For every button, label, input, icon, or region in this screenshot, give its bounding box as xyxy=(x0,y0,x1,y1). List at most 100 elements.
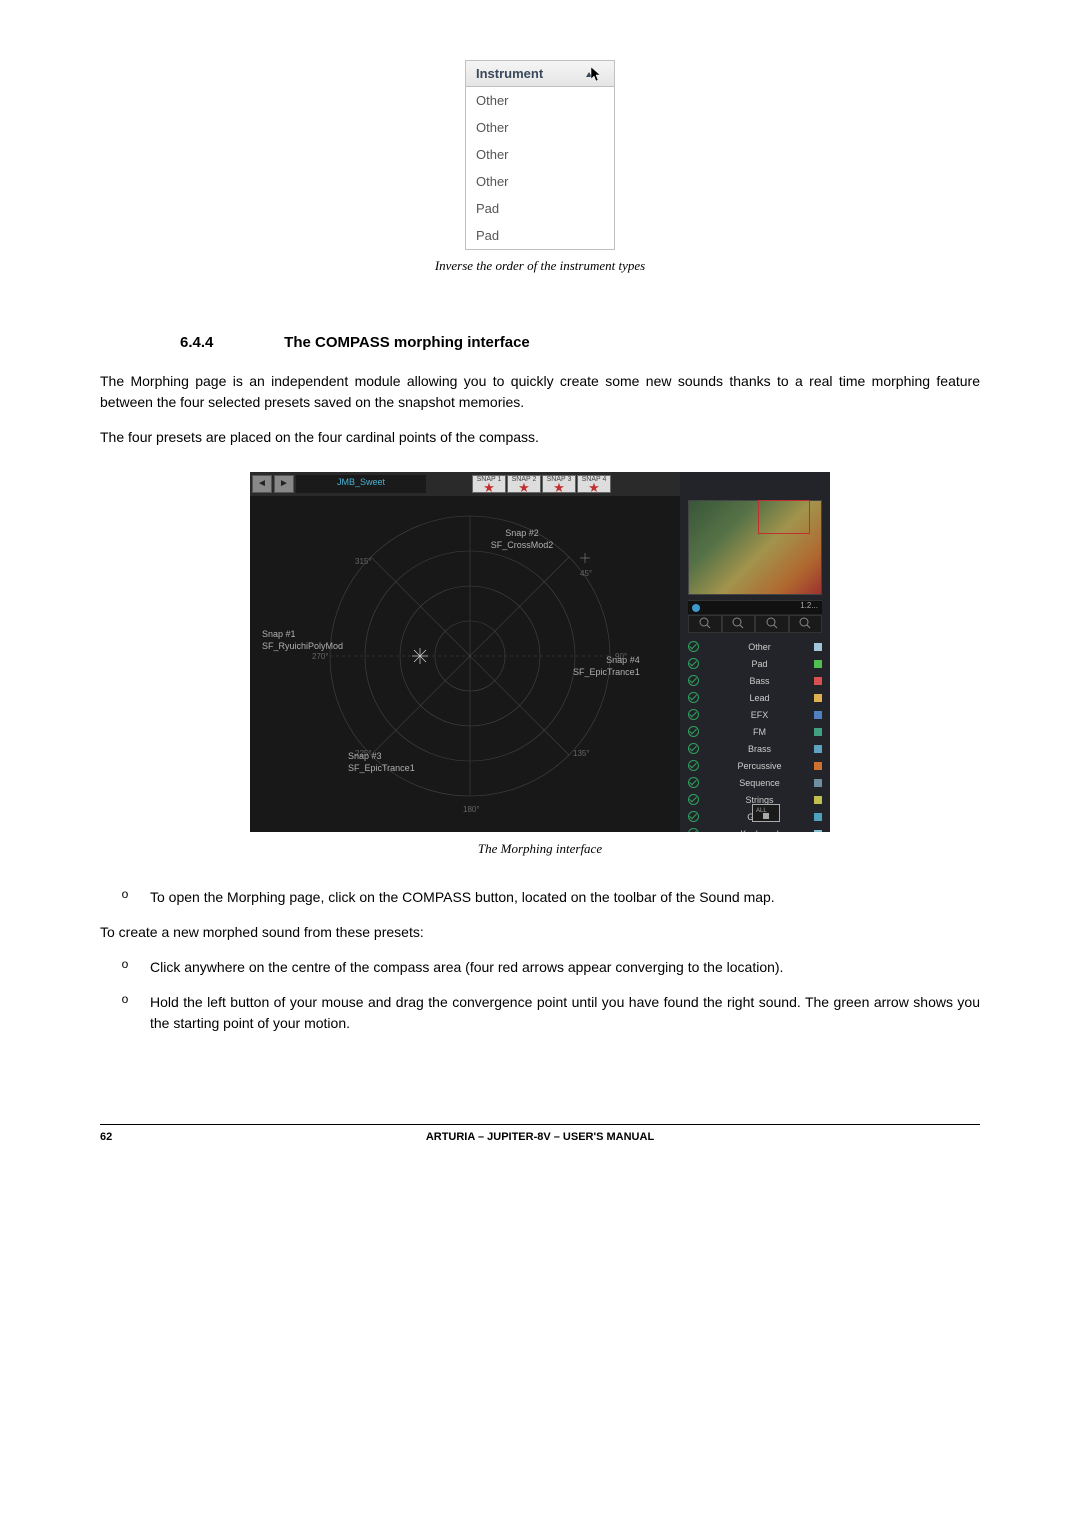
filter-checkbox[interactable] xyxy=(688,777,699,788)
table-row: Other xyxy=(466,114,614,141)
filter-item[interactable]: Brass xyxy=(688,740,822,757)
instrument-figure: Instrument Other Other Other Other Pad P… xyxy=(100,60,980,250)
filter-color-swatch xyxy=(814,711,822,719)
prev-button[interactable]: ◄ xyxy=(252,475,272,493)
bullet-list: o Click anywhere on the centre of the co… xyxy=(100,957,980,1034)
filter-color-swatch xyxy=(814,694,822,702)
filter-color-swatch xyxy=(814,643,822,651)
zoom-3[interactable] xyxy=(755,615,789,633)
filter-checkbox[interactable] xyxy=(688,641,699,652)
morphing-screenshot: 315° 45° 270° 90° 225° 135° 180° Snap #2… xyxy=(250,472,830,832)
filter-item[interactable]: EFX xyxy=(688,706,822,723)
zoom-4[interactable] xyxy=(789,615,823,633)
svg-text:315°: 315° xyxy=(355,557,372,566)
table-row: Other xyxy=(466,168,614,195)
snap4-label: Snap #4SF_EpicTrance1 xyxy=(573,654,640,678)
snap2-label: Snap #2SF_CrossMod2 xyxy=(462,527,582,551)
figure2-caption: The Morphing interface xyxy=(100,841,980,857)
filter-item[interactable]: Lead xyxy=(688,689,822,706)
section-number: 6.4.4 xyxy=(180,334,280,351)
zoom-slider[interactable]: 1.2... xyxy=(688,600,822,614)
filter-checkbox[interactable] xyxy=(688,675,699,686)
zoom-2[interactable] xyxy=(722,615,756,633)
all-button[interactable]: ALL xyxy=(752,804,780,822)
filter-item[interactable]: Sequence xyxy=(688,774,822,791)
table-row: Pad xyxy=(466,222,614,249)
table-row: Other xyxy=(466,87,614,114)
slider-knob[interactable] xyxy=(692,604,700,612)
filter-label: Lead xyxy=(705,693,814,703)
next-button[interactable]: ► xyxy=(274,475,294,493)
instrument-table: Instrument Other Other Other Other Pad P… xyxy=(465,60,615,250)
filter-checkbox[interactable] xyxy=(688,743,699,754)
bullet-mark: o xyxy=(100,887,150,908)
filter-item[interactable]: Keyboard xyxy=(688,825,822,832)
instrument-column-header[interactable]: Instrument xyxy=(466,61,614,87)
snap-tab-2[interactable]: SNAP 2★ xyxy=(507,475,541,493)
filter-label: Pad xyxy=(705,659,814,669)
page-footer: 62 ARTURIA – JUPITER-8V – USER'S MANUAL xyxy=(100,1124,980,1143)
section-title: The COMPASS morphing interface xyxy=(284,334,530,351)
page-number: 62 xyxy=(100,1131,150,1143)
svg-text:135°: 135° xyxy=(573,749,590,758)
filter-item[interactable]: Bass xyxy=(688,672,822,689)
compass-area[interactable]: 315° 45° 270° 90° 225° 135° 180° Snap #2… xyxy=(250,472,680,832)
filter-checkbox[interactable] xyxy=(688,658,699,669)
filter-label: Percussive xyxy=(705,761,814,771)
filter-label: FM xyxy=(705,727,814,737)
morphing-figure: 315° 45° 270° 90° 225° 135° 180° Snap #2… xyxy=(100,472,980,857)
header-label: Instrument xyxy=(476,66,543,81)
paragraph: The Morphing page is an independent modu… xyxy=(100,371,980,413)
filter-checkbox[interactable] xyxy=(688,726,699,737)
filter-checkbox[interactable] xyxy=(688,692,699,703)
paragraph: The four presets are placed on the four … xyxy=(100,427,980,448)
filter-checkbox[interactable] xyxy=(688,709,699,720)
snap3-label: Snap #3SF_EpicTrance1 xyxy=(348,750,415,774)
filter-label: EFX xyxy=(705,710,814,720)
spectro-selection[interactable] xyxy=(758,500,810,534)
footer-title: ARTURIA – JUPITER-8V – USER'S MANUAL xyxy=(150,1131,930,1143)
slider-value: 1.2... xyxy=(800,601,818,610)
svg-text:45°: 45° xyxy=(580,569,592,578)
filter-checkbox[interactable] xyxy=(688,760,699,771)
filter-color-swatch xyxy=(814,677,822,685)
filter-color-swatch xyxy=(814,830,822,833)
filter-color-swatch xyxy=(814,813,822,821)
filter-color-swatch xyxy=(814,762,822,770)
snap-tab-1[interactable]: SNAP 1★ xyxy=(472,475,506,493)
bullet-text: Hold the left button of your mouse and d… xyxy=(150,992,980,1034)
filter-checkbox[interactable] xyxy=(688,794,699,805)
bullet-mark: o xyxy=(100,957,150,978)
filter-checkbox[interactable] xyxy=(688,828,699,832)
morph-sidebar: 1.2... Other Pad Bass Lead EFX FM Brass Percuss… xyxy=(680,472,830,832)
svg-text:180°: 180° xyxy=(463,805,480,814)
filter-color-swatch xyxy=(814,728,822,736)
filter-checkbox[interactable] xyxy=(688,811,699,822)
filter-color-swatch xyxy=(814,745,822,753)
filter-item[interactable]: Percussive xyxy=(688,757,822,774)
snap-tab-4[interactable]: SNAP 4★ xyxy=(577,475,611,493)
snap1-label: Snap #1SF_RyuichiPolyMod xyxy=(262,628,343,652)
table-row: Pad xyxy=(466,195,614,222)
filter-item[interactable]: Pad xyxy=(688,655,822,672)
filter-label: Other xyxy=(705,642,814,652)
figure1-caption: Inverse the order of the instrument type… xyxy=(100,258,980,274)
table-row: Other xyxy=(466,141,614,168)
filter-item[interactable]: Other xyxy=(688,638,822,655)
bullet-text: To open the Morphing page, click on the … xyxy=(150,887,980,908)
filter-label: Sequence xyxy=(705,778,814,788)
preset-name-field[interactable]: JMB_Sweet xyxy=(296,475,426,493)
filter-label: Bass xyxy=(705,676,814,686)
section-heading: 6.4.4 The COMPASS morphing interface xyxy=(180,334,980,351)
zoom-buttons xyxy=(688,615,822,633)
bullet-text: Click anywhere on the centre of the comp… xyxy=(150,957,980,978)
filter-item[interactable]: FM xyxy=(688,723,822,740)
filter-color-swatch xyxy=(814,796,822,804)
filter-label: Brass xyxy=(705,744,814,754)
sort-cursor-icon xyxy=(584,65,604,83)
svg-text:270°: 270° xyxy=(312,652,329,661)
filter-color-swatch xyxy=(814,660,822,668)
snap-tab-3[interactable]: SNAP 3★ xyxy=(542,475,576,493)
filter-list: Other Pad Bass Lead EFX FM Brass Percussive Sequ… xyxy=(688,638,822,832)
zoom-1[interactable] xyxy=(688,615,722,633)
